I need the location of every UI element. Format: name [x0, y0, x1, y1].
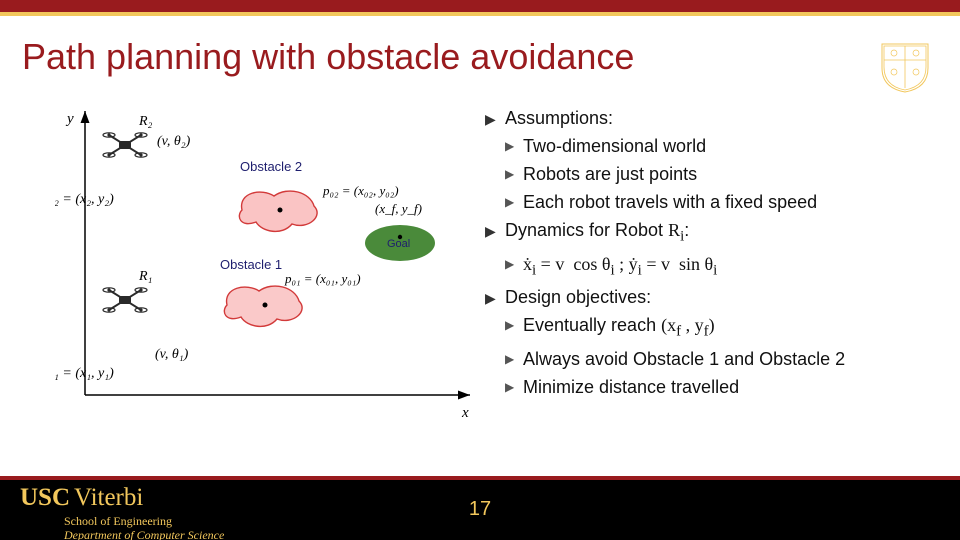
svg-text:(v, θ₁): (v, θ₁): [155, 347, 189, 362]
svg-text:y: y: [65, 111, 74, 127]
goal-label: Goal: [387, 238, 410, 250]
bullet-text: Two-dimensional world: [523, 133, 935, 159]
bullet-list: ▶Assumptions:▶Two-dimensional world▶Robo…: [485, 105, 935, 402]
arrow-sub-icon: ▶: [505, 351, 523, 368]
svg-text:p₀₁ = (x₀₁, y₀₁): p₀₁ = (x₀₁, y₀₁): [284, 271, 361, 286]
bullet-text: Assumptions:: [505, 105, 935, 131]
top-bar: [0, 0, 960, 12]
svg-text:p₁ = (x₁, y₁): p₁ = (x₁, y₁): [55, 366, 114, 381]
svg-text:R₁: R₁: [138, 269, 152, 284]
arrow-sub-icon: ▶: [505, 317, 523, 334]
bullet-text: Always avoid Obstacle 1 and Obstacle 2: [523, 346, 935, 372]
bullet-text: ẋi = v cos θi ; ẏi = v sin θi: [523, 251, 935, 282]
usc-shield-logo: [878, 40, 932, 94]
bullet-sub: ▶Each robot travels with a fixed speed: [485, 189, 935, 215]
arrow-sub-icon: ▶: [505, 166, 523, 183]
bullet-sub: ▶Minimize distance travelled: [485, 374, 935, 400]
svg-text:R₂: R₂: [138, 114, 153, 129]
footer: USCViterbi School of Engineering Departm…: [0, 476, 960, 540]
page-title: Path planning with obstacle avoidance: [22, 36, 634, 78]
bullet-main: ▶Design objectives:: [485, 284, 935, 310]
arrow-sub-icon: ▶: [505, 138, 523, 155]
bullet-text: Robots are just points: [523, 161, 935, 187]
obstacle1-label: Obstacle 1: [220, 257, 282, 272]
arrow-main-icon: ▶: [485, 109, 505, 129]
arrow-sub-icon: ▶: [505, 379, 523, 396]
svg-text:(x_f, y_f): (x_f, y_f): [375, 201, 422, 216]
bullet-text: Each robot travels with a fixed speed: [523, 189, 935, 215]
bullet-text: Dynamics for Robot Ri:: [505, 217, 935, 248]
bullet-main: ▶Assumptions:: [485, 105, 935, 131]
svg-text:p₂ = (x₂, y₂): p₂ = (x₂, y₂): [55, 192, 114, 207]
svg-text:(v, θ₂): (v, θ₂): [157, 134, 191, 149]
gold-bar: [0, 12, 960, 16]
arrow-main-icon: ▶: [485, 221, 505, 241]
bullet-sub: ▶Eventually reach (xf , yf): [485, 312, 935, 343]
bullet-text: Minimize distance travelled: [523, 374, 935, 400]
bullet-sub: ▶ẋi = v cos θi ; ẏi = v sin θi: [485, 251, 935, 282]
arrow-sub-icon: ▶: [505, 194, 523, 211]
footer-viterbi: Viterbi: [74, 484, 143, 511]
arrow-sub-icon: ▶: [505, 256, 523, 273]
arrow-main-icon: ▶: [485, 288, 505, 308]
bullet-text: Eventually reach (xf , yf): [523, 312, 935, 343]
footer-line1: School of Engineering: [64, 514, 224, 528]
bullet-main: ▶Dynamics for Robot Ri:: [485, 217, 935, 248]
footer-line2: Department of Computer Science: [64, 528, 224, 540]
footer-subtitle: School of Engineering Department of Comp…: [64, 514, 224, 540]
path-planning-diagram: x y p₀₂ = (x₀₂, y₀₂) p₀₁ = (x₀₁, y₀₁) (x_f, …: [55, 105, 485, 425]
obstacle2-label: Obstacle 2: [240, 159, 302, 174]
footer-usc: USC: [20, 484, 70, 511]
footer-logo: USCViterbi: [20, 484, 143, 512]
svg-text:x: x: [461, 405, 469, 421]
bullet-sub: ▶Robots are just points: [485, 161, 935, 187]
bullet-sub: ▶Always avoid Obstacle 1 and Obstacle 2: [485, 346, 935, 372]
bullet-sub: ▶Two-dimensional world: [485, 133, 935, 159]
bullet-text: Design objectives:: [505, 284, 935, 310]
svg-text:p₀₂ = (x₀₂, y₀₂): p₀₂ = (x₀₂, y₀₂): [322, 183, 399, 198]
page-number: 17: [469, 498, 491, 521]
